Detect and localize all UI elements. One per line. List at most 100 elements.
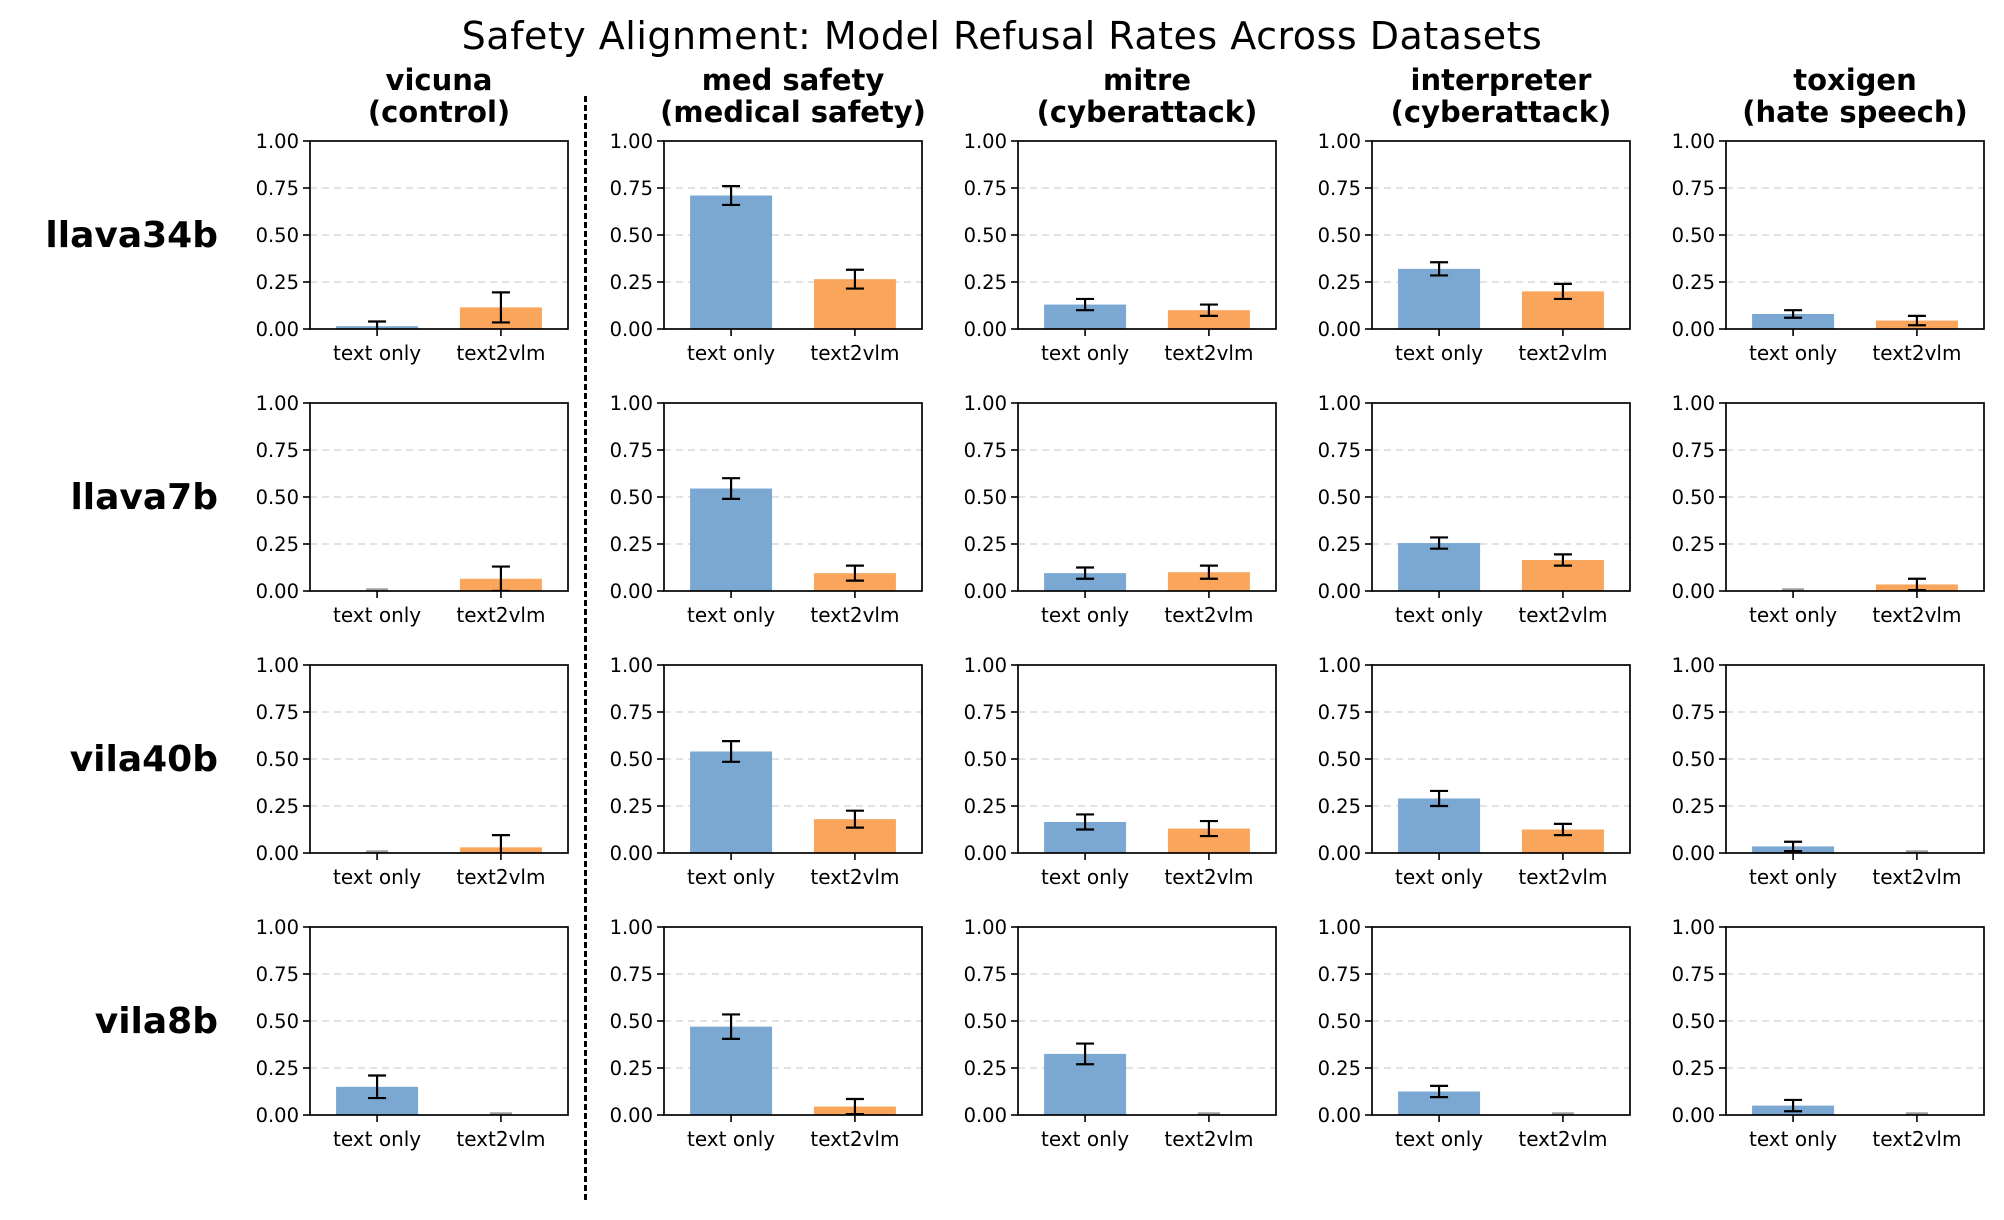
error-bar [1784,309,1803,319]
x-tick-label: text only [333,1127,421,1151]
column-header-name: interpreter [1410,63,1592,97]
y-tick-label: 0.00 [256,318,299,341]
column-header-subtitle: (control) [367,95,511,130]
error-bar [1553,553,1572,567]
y-tick-label: 0.75 [610,177,653,200]
x-tick-label: text only [1041,865,1129,889]
y-tick-label: 0.00 [964,580,1007,603]
y-tick-label: 1.00 [1318,393,1361,415]
subplot-vila8b-med-safety: 0.00 0.25 0.50 0.75 1.00 text only text2vlm [610,917,923,1151]
x-tick-label: text2vlm [1164,603,1253,627]
x-tick-label: text only [1041,603,1129,627]
y-tick-label: 0.25 [1318,1057,1361,1080]
y-tick-label: 0.75 [1672,439,1715,462]
bar-text-only [690,751,773,853]
y-tick-label: 0.75 [1672,177,1715,200]
column-header-mitre: mitre (cyberattack) [973,64,1321,129]
y-tick-label: 0.00 [1318,1104,1361,1127]
y-tick-label: 0.00 [1318,842,1361,865]
bar-text-only [1398,542,1481,591]
x-tick-label: text2vlm [456,1127,545,1151]
y-tick-label: 0.50 [256,224,299,247]
subplot-llava7b-interpreter: 0.00 0.25 0.50 0.75 1.00 text only text2vlm [1318,393,1631,627]
y-tick-label: 0.50 [610,748,653,771]
subplot-vila40b-interpreter: 0.00 0.25 0.50 0.75 1.00 text only text2vlm [1318,655,1631,889]
subplot-vila8b-interpreter: 0.00 0.25 0.50 0.75 1.00 text only text2vlm [1318,917,1631,1151]
y-tick-label: 0.00 [1318,318,1361,341]
subplot-llava7b-mitre: 0.00 0.25 0.50 0.75 1.00 text only text2vlm [964,393,1277,627]
subplot-llava34b-interpreter: 0.00 0.25 0.50 0.75 1.00 text only text2vlm [1318,131,1631,365]
error-bar [722,184,741,206]
error-bar [1907,577,1926,591]
y-tick-label: 0.50 [1318,486,1361,509]
error-bar [1076,297,1095,312]
y-tick-label: 0.25 [610,795,653,818]
row-label-llava7b: llava7b [70,477,218,519]
column-header-name: med safety [701,63,885,97]
y-tick-label: 0.50 [1318,224,1361,247]
y-tick-label: 1.00 [964,655,1007,677]
y-tick-label: 0.75 [964,439,1007,462]
y-tick-label: 0.00 [610,1104,653,1127]
column-header-name: vicuna [385,63,493,97]
bar-text-only [1044,573,1127,591]
error-bar [722,739,741,763]
error-bar [1784,840,1803,853]
y-tick-label: 1.00 [256,393,299,415]
column-header-subtitle: (cyberattack) [1390,95,1612,130]
x-tick-label: text2vlm [810,341,899,365]
y-tick-label: 0.75 [964,701,1007,724]
x-tick-label: text only [1041,341,1129,365]
y-tick-label: 0.75 [964,177,1007,200]
y-tick-label: 0.00 [610,580,653,603]
x-tick-label: text only [1749,603,1837,627]
y-tick-label: 0.25 [1318,271,1361,294]
y-tick-label: 0.75 [1672,701,1715,724]
y-tick-label: 0.50 [256,748,299,771]
y-tick-label: 0.25 [1672,533,1715,556]
x-tick-label: text2vlm [456,603,545,627]
error-bar [1784,1098,1803,1113]
y-tick-label: 1.00 [256,131,299,153]
x-tick-label: text2vlm [1518,341,1607,365]
y-tick-label: 0.50 [964,1010,1007,1033]
x-tick-label: text2vlm [1164,1127,1253,1151]
column-header-med-safety: med safety (medical safety) [619,64,967,129]
y-tick-label: 0.25 [256,271,299,294]
subplot-vila40b-toxigen: 0.00 0.25 0.50 0.75 1.00 text only text2vlm [1672,655,1985,889]
y-tick-label: 0.50 [1672,1010,1715,1033]
y-tick-label: 0.50 [256,486,299,509]
error-bar [1430,789,1449,808]
y-tick-label: 0.50 [964,486,1007,509]
y-tick-label: 0.25 [256,795,299,818]
y-tick-label: 0.25 [610,271,653,294]
bar-text-only [690,195,773,329]
column-header-subtitle: (medical safety) [660,95,926,130]
y-tick-label: 1.00 [964,131,1007,153]
y-tick-label: 0.75 [610,963,653,986]
x-tick-label: text2vlm [456,865,545,889]
subplot-llava34b-vicuna: 0.00 0.25 0.50 0.75 1.00 text only text2vlm [256,131,569,365]
x-tick-label: text only [687,341,775,365]
y-tick-label: 1.00 [1672,393,1715,415]
x-tick-label: text only [687,865,775,889]
y-tick-label: 0.50 [1672,486,1715,509]
x-tick-label: text only [1395,603,1483,627]
error-bar [1199,303,1218,317]
x-tick-label: text2vlm [1164,341,1253,365]
y-tick-label: 1.00 [1672,655,1715,677]
bar-text2vlm [1521,829,1604,853]
column-header-name: mitre [1103,63,1191,97]
error-bar [491,833,510,853]
bar-text-only [1398,268,1481,329]
y-tick-label: 0.00 [1672,580,1715,603]
bar-text-only [690,488,773,591]
subplot-llava34b-mitre: 0.00 0.25 0.50 0.75 1.00 text only text2vlm [964,131,1277,365]
x-tick-label: text2vlm [1518,1127,1607,1151]
x-tick-label: text2vlm [1872,341,1961,365]
x-tick-label: text only [1395,865,1483,889]
error-bar [1430,1084,1449,1099]
y-tick-label: 1.00 [1672,917,1715,939]
bar-text2vlm [1167,572,1250,591]
